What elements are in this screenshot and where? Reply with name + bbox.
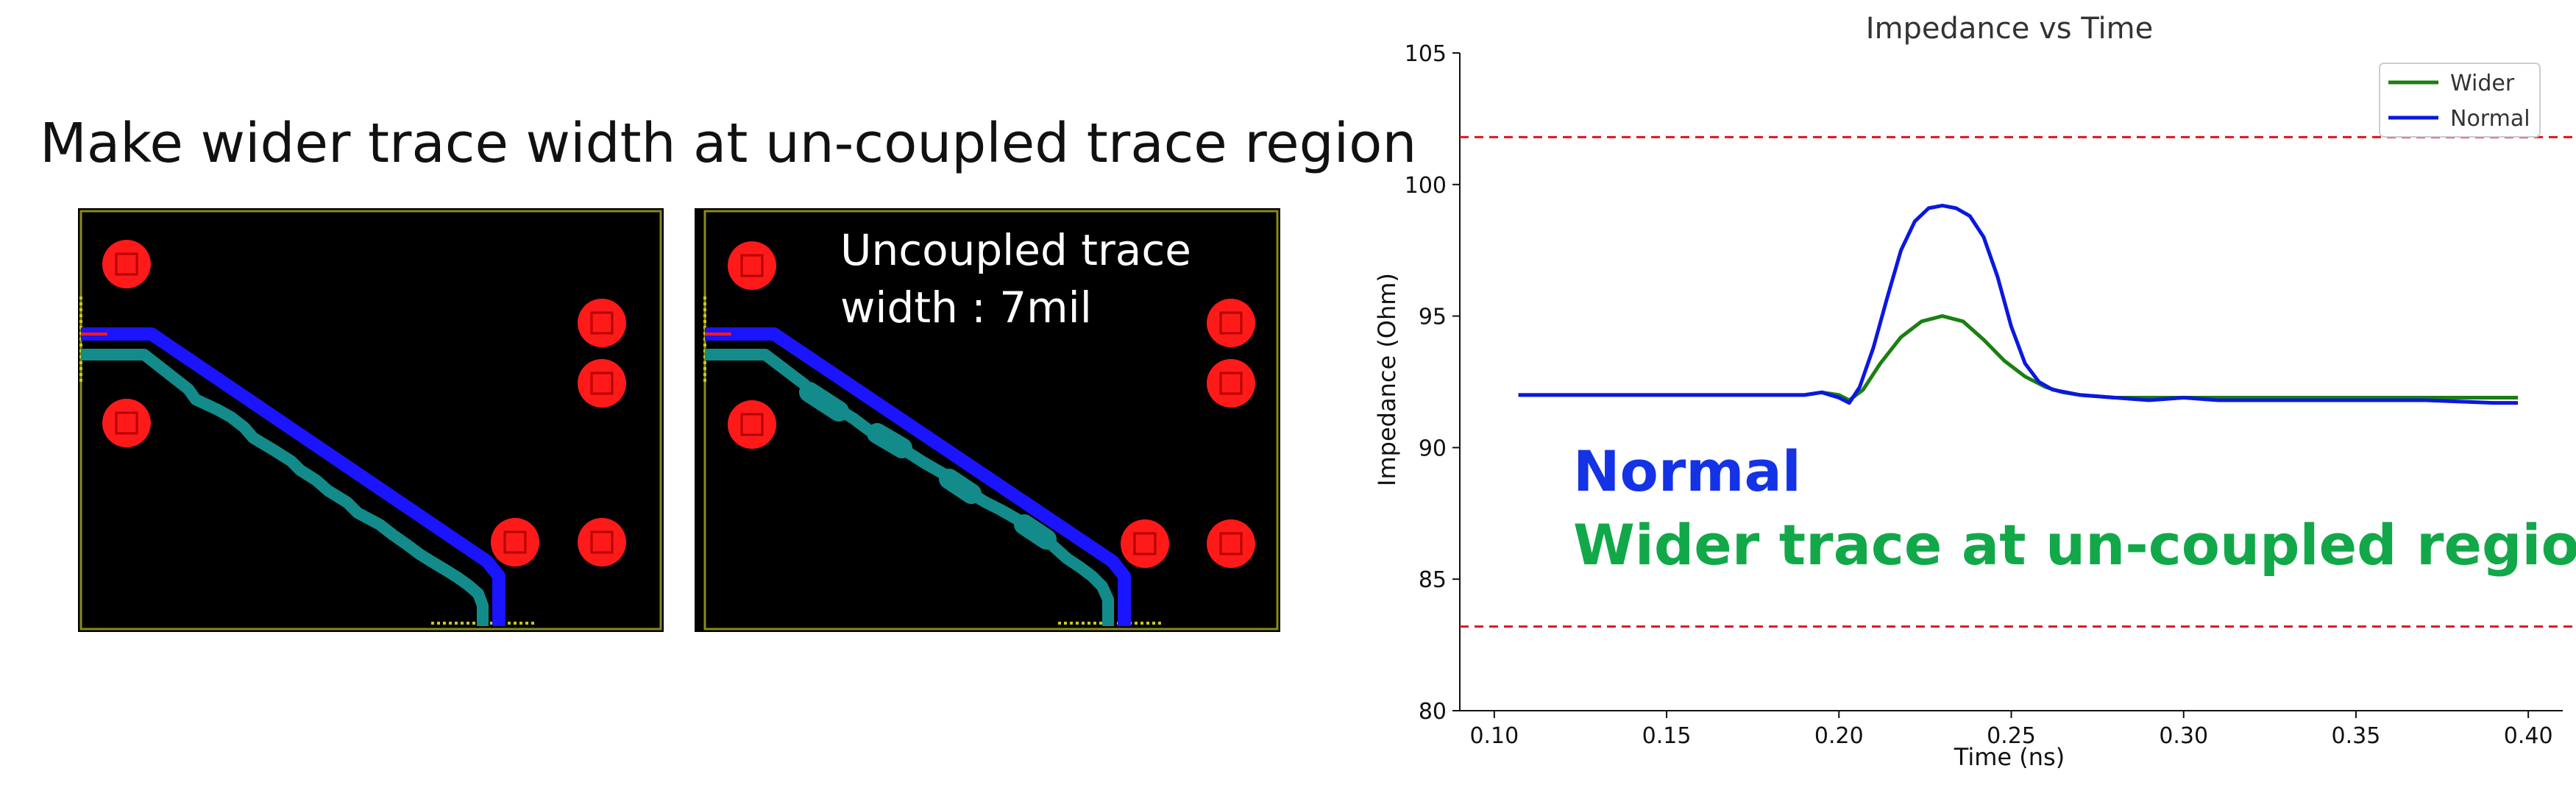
- wider-trace: [81, 349, 489, 626]
- y-tick-label: 105: [1405, 41, 1447, 67]
- pcb-layout-view-left: [78, 208, 664, 632]
- uncoupled-trace-width-note: Uncoupled trace width : 7mil: [840, 221, 1191, 336]
- via-pad: [1207, 359, 1255, 408]
- normal-trace: [705, 327, 1131, 626]
- via-pad: [578, 359, 626, 408]
- y-tick-label: 80: [1419, 699, 1447, 725]
- y-tick-label: 85: [1419, 567, 1447, 593]
- x-tick-label: 0.30: [2159, 723, 2208, 749]
- y-tick-label: 95: [1419, 305, 1447, 330]
- series-line-normal: [1518, 203, 2519, 405]
- via-pad: [102, 240, 151, 288]
- legend-label: Wider: [2450, 71, 2515, 96]
- wider-trace: [705, 349, 1114, 626]
- y-axis-label: Impedance (Ohm): [1373, 273, 1401, 486]
- pcb-outline: [703, 210, 1279, 631]
- note-line: Uncoupled trace: [840, 225, 1191, 275]
- legend-label: Normal: [2450, 106, 2530, 132]
- slide-title: Make wider trace width at un-coupled tra…: [40, 112, 1417, 175]
- via-pad: [1207, 299, 1255, 347]
- via-pad: [728, 400, 776, 449]
- via-pad: [578, 518, 626, 566]
- chart-series: [1518, 203, 2519, 405]
- wider-trace-uncoupled: [799, 382, 849, 422]
- via-pad: [578, 299, 626, 347]
- x-axis-label: Time (ns): [1954, 743, 2065, 771]
- x-tick-label: 0.25: [1987, 723, 2036, 749]
- pcb-layout-view-right: Uncoupled trace width : 7mil: [695, 208, 1280, 632]
- x-tick-label: 0.20: [1814, 723, 1864, 749]
- wider-trace-uncoupled: [867, 423, 912, 458]
- chart-title: Impedance vs Time: [1866, 12, 2153, 46]
- y-tick-label: 100: [1405, 173, 1447, 199]
- pcb-layout-drawing: [703, 210, 1279, 631]
- annotation-normal: Normal: [1573, 438, 1801, 504]
- x-tick-label: 0.15: [1642, 723, 1692, 749]
- via-pad: [102, 399, 151, 447]
- y-tick-label: 90: [1419, 436, 1447, 461]
- pcb-layout-drawing: [79, 210, 662, 631]
- impedance-chart: Impedance vs Time Time (ns) Impedance (O…: [1373, 12, 2576, 771]
- via-pad: [1207, 519, 1255, 568]
- wider-trace-uncoupled: [1014, 514, 1057, 550]
- wider-trace-uncoupled: [939, 469, 982, 504]
- chart-axes: [1459, 53, 2563, 711]
- note-line: width : 7mil: [840, 283, 1092, 333]
- x-tick-label: 0.35: [2332, 723, 2381, 749]
- normal-trace: [81, 327, 505, 626]
- chart-legend: Wider Normal: [2379, 63, 2541, 138]
- x-tick-label: 0.10: [1469, 723, 1519, 749]
- chart-ticks: 0.10 0.15 0.20 0.25 0.30 0.35 0.40 80 85 90 95 100 1…: [1405, 41, 2553, 749]
- via-pad: [1121, 519, 1169, 568]
- via-pad: [728, 241, 776, 290]
- series-line-wider: [1518, 314, 2519, 402]
- via-pad: [491, 518, 539, 566]
- annotation-wider-trace: Wider trace at un-coupled region: [1573, 512, 2576, 578]
- x-tick-label: 0.40: [2504, 723, 2553, 749]
- pcb-outline: [79, 210, 662, 631]
